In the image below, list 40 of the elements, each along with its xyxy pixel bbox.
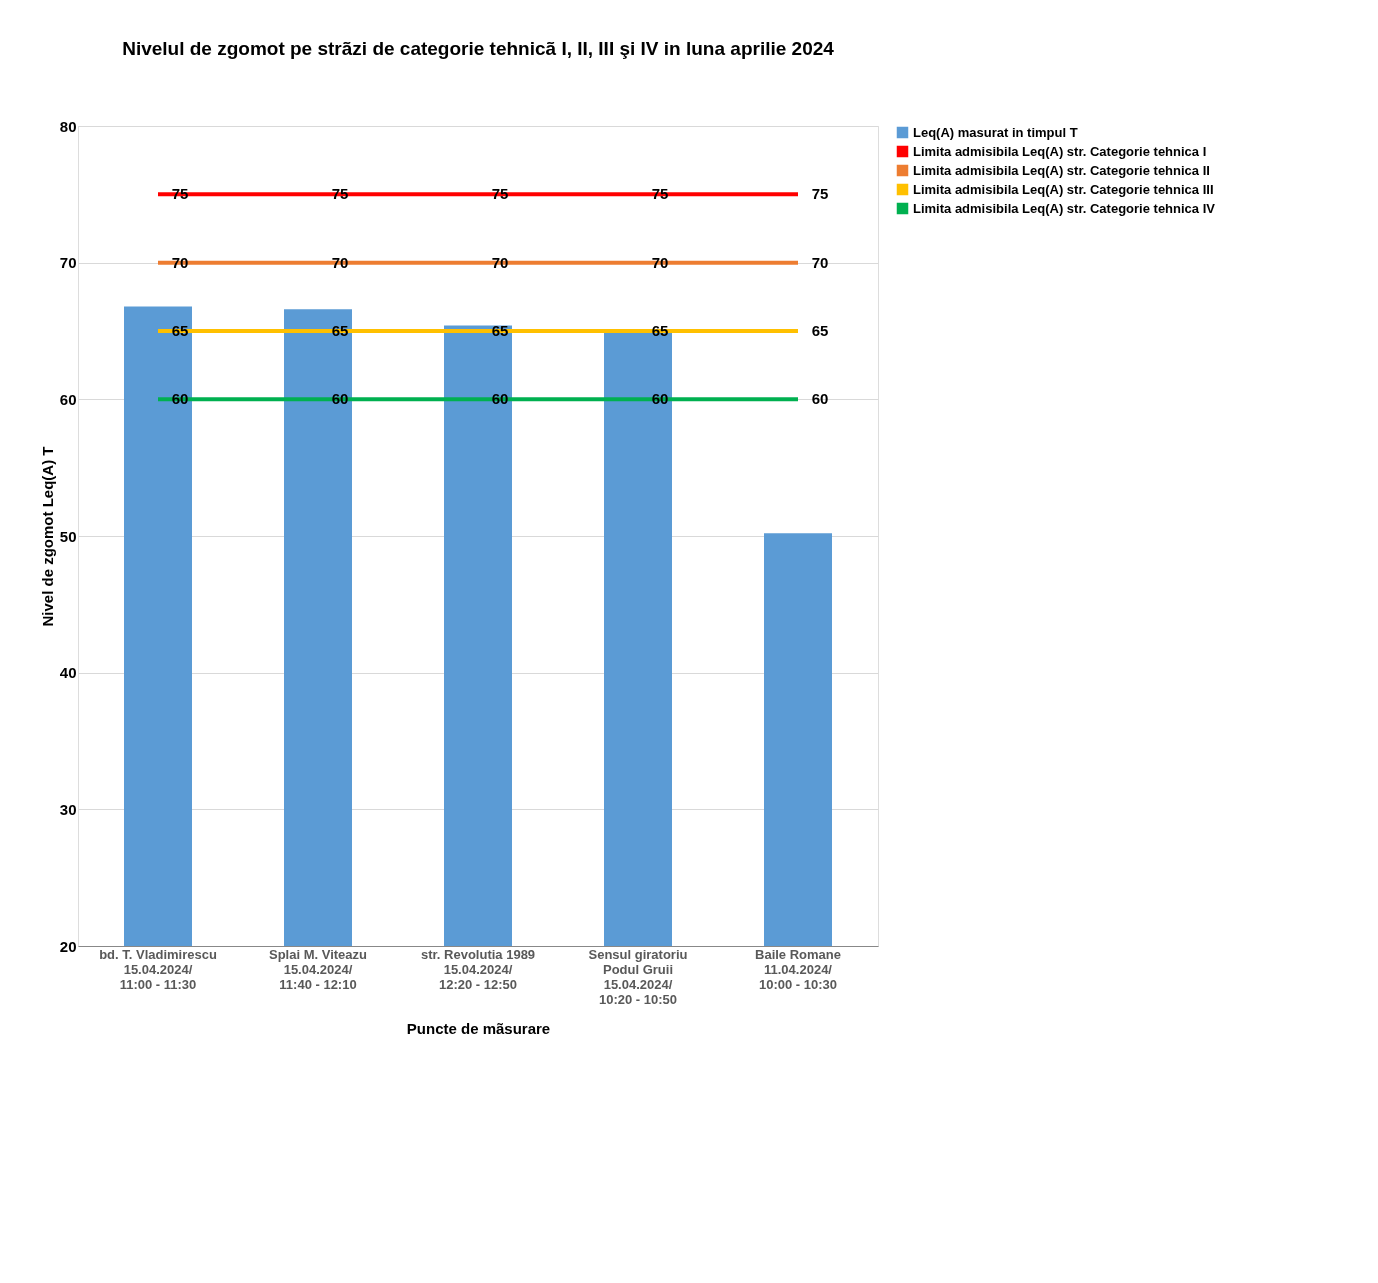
x-tick-label: Splai M. Viteazu 15.04.2024/ 11:40 - 12:10	[268, 946, 368, 992]
data-label: 65	[171, 322, 189, 339]
data-label: 70	[811, 253, 829, 271]
data-label: 65	[811, 322, 829, 339]
data-label: 60	[171, 390, 189, 408]
data-label: 75	[331, 185, 349, 203]
data-label: 70	[651, 253, 669, 271]
legend-label: Limita admisibila Leq(A) str. Categorie tehnica IV	[913, 200, 1216, 216]
y-tick-label: 50	[59, 527, 77, 545]
data-label: 65	[651, 322, 669, 339]
x-tick-label: Sensul giratoriu Podul Gruii 15.04.2024/ 10:20 - 10:50	[588, 946, 688, 1007]
data-label: 75	[491, 185, 509, 203]
data-label: 75	[171, 185, 189, 203]
y-tick-label: 80	[59, 117, 77, 135]
x-tick-label: bd. T. Vladimirescu 15.04.2024/ 11:00 - 11:30	[99, 946, 217, 992]
data-label: 70	[491, 253, 509, 271]
y-tick-label: 40	[59, 664, 77, 682]
data-label: 60	[491, 390, 509, 408]
x-tick-label: Baile Romane 11.04.2024/ 10:00 - 10:30	[755, 946, 841, 992]
data-label: 60	[811, 390, 829, 408]
chart-title: Nivelul de zgomot pe strãzi de categorie tehnicã I, II, III şi IV in luna aprilie 2024	[122, 38, 835, 59]
data-label: 60	[651, 390, 669, 408]
legend-label: Limita admisibila Leq(A) str. Categorie tehnica I	[913, 143, 1207, 159]
data-label: 75	[811, 185, 829, 203]
data-label: 60	[331, 390, 349, 408]
y-tick-label: 70	[59, 254, 77, 272]
y-tick-label: 20	[59, 937, 77, 955]
data-label: 65	[331, 322, 349, 339]
legend-label: Leq(A) masurat in timpul T	[913, 124, 1078, 140]
y-tick-label: 30	[59, 800, 77, 818]
data-label: 75	[651, 185, 669, 203]
y-axis-title: Nivel de zgomot Leq(A) T	[38, 446, 56, 627]
y-tick-label: 60	[59, 390, 77, 408]
x-tick-label: str. Revolutia 1989 15.04.2024/ 12:20 - 12:50	[420, 946, 536, 992]
data-label: 70	[331, 253, 349, 271]
data-label: 70	[171, 253, 189, 271]
legend-label: Limita admisibila Leq(A) str. Categorie tehnica II	[913, 162, 1210, 178]
data-label: 65	[491, 322, 509, 339]
x-axis-title: Puncte de mãsurare	[406, 1019, 551, 1037]
legend-label: Limita admisibila Leq(A) str. Categorie tehnica III	[913, 181, 1214, 197]
